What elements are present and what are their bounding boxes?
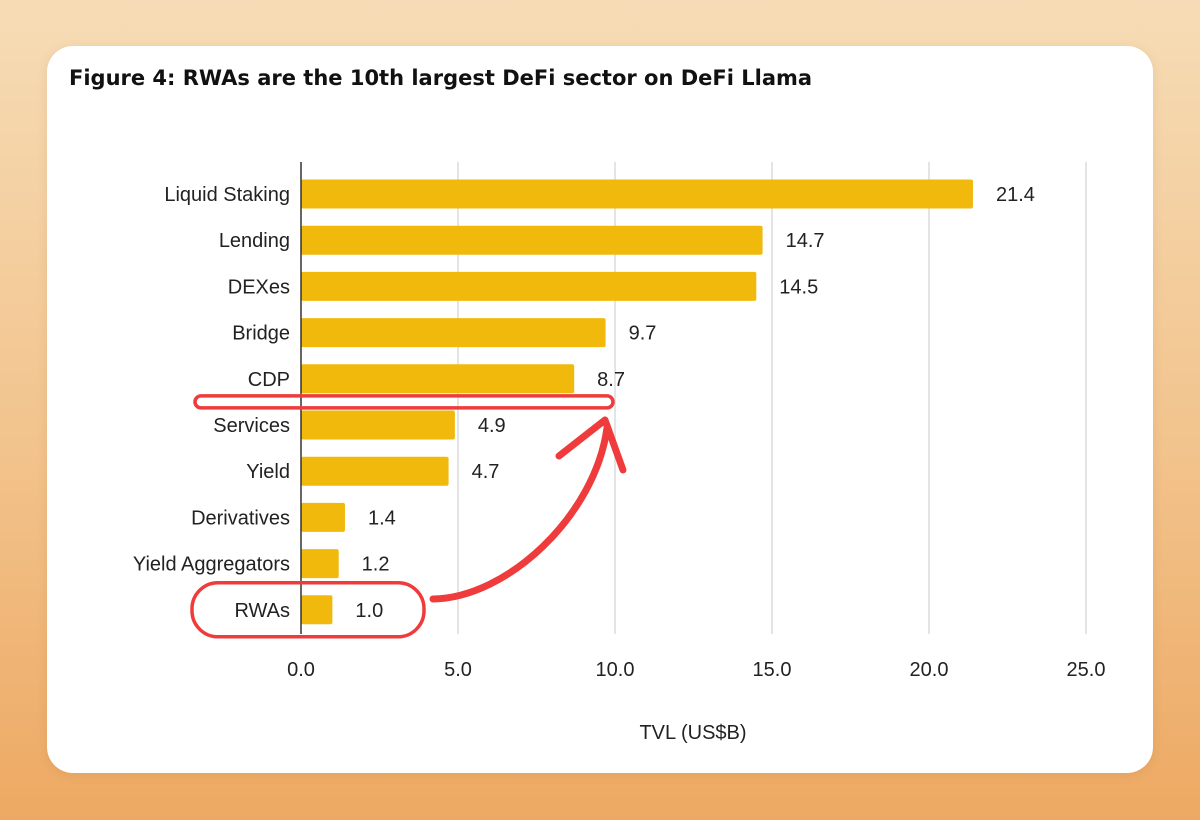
x-tick-label: 15.0 [753, 659, 792, 681]
bar [301, 410, 455, 440]
bar [301, 502, 345, 532]
x-tick-label: 25.0 [1067, 659, 1106, 681]
value-label: 8.7 [597, 369, 625, 391]
bar [301, 549, 339, 579]
chart-card: Figure 4: RWAs are the 10th largest DeFi… [47, 46, 1153, 773]
bar [301, 271, 757, 301]
arrow-head [555, 416, 627, 474]
highlight-circle [190, 581, 426, 639]
value-label: 9.7 [629, 323, 657, 345]
bar-chart: Liquid Staking 21.4 Lending 14.7 DEXes 14.5 Br… [133, 162, 1106, 744]
bar [301, 456, 449, 486]
x-tick-label: 10.0 [596, 659, 635, 681]
value-label: 4.7 [472, 461, 500, 483]
bar [301, 364, 575, 394]
value-label: 1.0 [355, 600, 383, 622]
bar [301, 595, 333, 625]
category-label: Derivatives [191, 507, 290, 529]
category-label: Yield [246, 461, 290, 483]
category-label: Bridge [232, 323, 290, 345]
value-label: 21.4 [996, 184, 1035, 206]
value-label: 1.4 [368, 507, 396, 529]
x-tick-label: 20.0 [910, 659, 949, 681]
category-label: Services [213, 415, 290, 437]
highlight-line-box [193, 394, 615, 410]
value-label: 14.7 [786, 230, 825, 252]
category-label: CDP [248, 369, 290, 391]
bar [301, 318, 606, 348]
category-label: Yield Aggregators [133, 554, 290, 576]
value-label: 4.9 [478, 415, 506, 437]
x-axis-label: TVL (US$B) [639, 722, 746, 744]
value-label: 1.2 [362, 554, 390, 576]
category-label: Lending [219, 230, 290, 252]
category-label: Liquid Staking [164, 184, 290, 206]
category-label: RWAs [234, 600, 290, 622]
value-label: 14.5 [779, 276, 818, 298]
bar [301, 179, 973, 209]
arrow-shaft [429, 424, 611, 603]
x-tick-label: 0.0 [287, 659, 315, 681]
bar [301, 225, 763, 255]
x-tick-label: 5.0 [444, 659, 472, 681]
category-label: DEXes [228, 276, 290, 298]
chart-title: Figure 4: RWAs are the 10th largest DeFi… [69, 66, 813, 90]
